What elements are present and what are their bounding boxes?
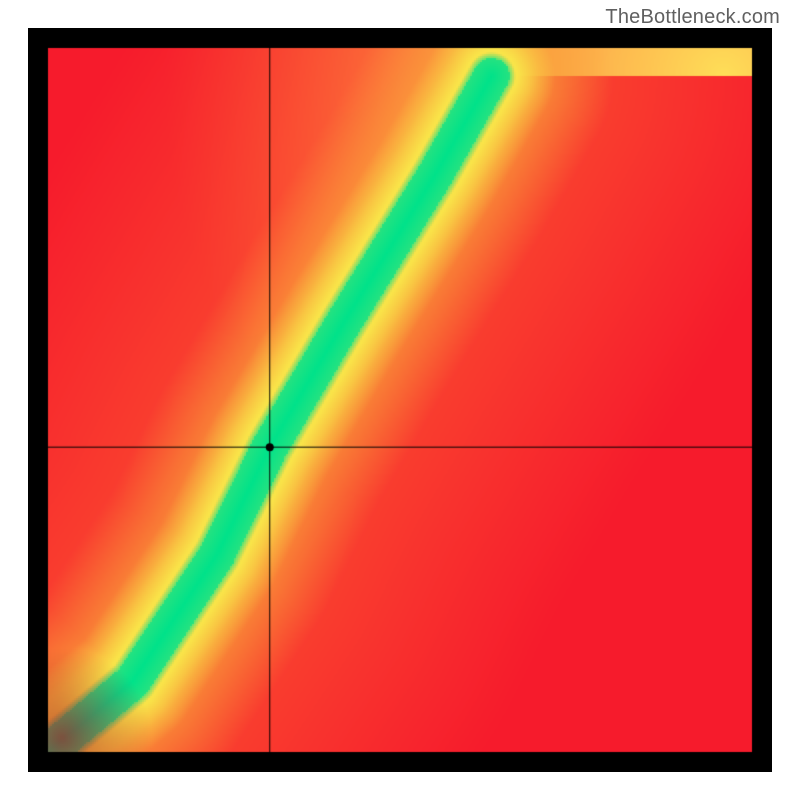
- watermark-text: TheBottleneck.com: [605, 6, 780, 29]
- chart-frame: TheBottleneck.com: [0, 0, 800, 800]
- plot-outer-border: [28, 28, 772, 772]
- heatmap-canvas: [28, 28, 772, 772]
